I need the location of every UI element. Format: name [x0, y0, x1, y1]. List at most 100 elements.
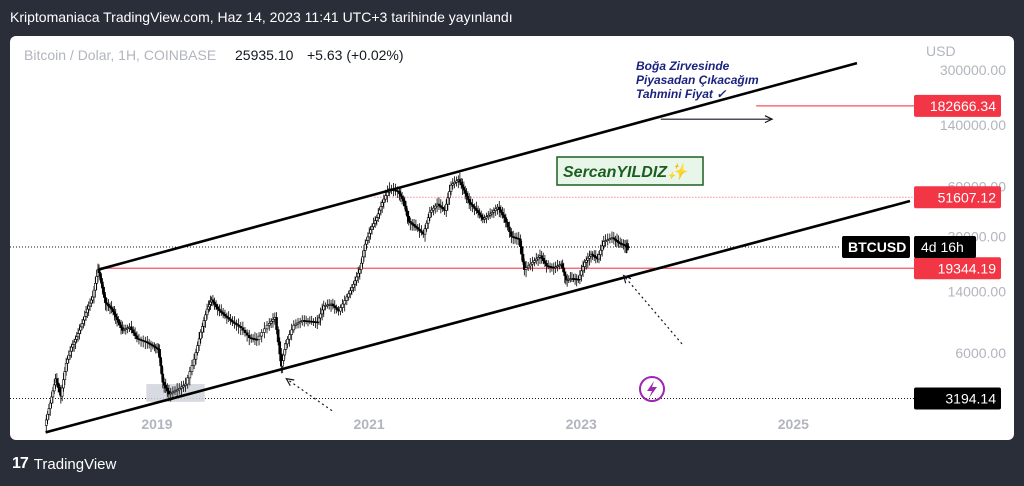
footer-brand[interactable]: 17 TradingView — [12, 455, 116, 473]
candle-body — [536, 257, 540, 260]
candle-body — [398, 191, 401, 195]
candle-body — [414, 225, 418, 228]
candle-body — [278, 341, 282, 355]
candle-body — [502, 214, 506, 218]
candle-body — [194, 352, 198, 360]
candle-body — [615, 239, 619, 242]
lightning-icon[interactable] — [639, 376, 665, 402]
candle-body — [526, 265, 530, 269]
candle-body — [173, 390, 177, 393]
candle-body — [361, 256, 364, 264]
candle-body — [213, 301, 216, 305]
candle-body — [465, 192, 468, 197]
price-label: 3194.14 — [945, 391, 996, 407]
candle-body — [276, 329, 280, 343]
candle-body — [322, 305, 326, 311]
candle-body — [490, 211, 494, 215]
candle-body — [145, 341, 149, 344]
candle-body — [247, 334, 251, 339]
candle-body — [423, 228, 427, 235]
target-arrow-head — [764, 115, 774, 124]
candle-body — [55, 378, 59, 384]
candle-body — [235, 323, 238, 326]
author-watermark: SercanYILDIZ✨ — [556, 156, 704, 186]
candle-body — [124, 328, 128, 330]
publish-header: Kriptomaniaca TradingView.com, Haz 14, 2… — [10, 9, 513, 25]
candle-body — [355, 276, 358, 281]
candle-body — [627, 246, 630, 248]
candle-body — [122, 329, 126, 331]
candle-body — [237, 324, 240, 327]
candle-body — [218, 308, 221, 312]
candle-body — [115, 316, 119, 320]
candle-body — [74, 339, 77, 343]
candle-body — [298, 321, 302, 324]
y-tick-label: 140000.00 — [940, 117, 1006, 133]
candle-body — [608, 238, 612, 240]
candle-body — [111, 308, 115, 313]
candle-body — [86, 308, 89, 314]
candle-body — [350, 287, 354, 291]
target-note: Boğa Zirvesinde Piyasadan Çıkacağım Tahm… — [636, 59, 759, 101]
candle-body — [420, 230, 423, 233]
candle-body — [335, 307, 338, 310]
candle-body — [469, 202, 473, 205]
candle-body — [75, 336, 79, 340]
candle-body — [296, 322, 300, 325]
candle-body — [286, 338, 289, 345]
candle-body — [356, 272, 360, 278]
candle-body — [265, 324, 269, 330]
symbol-price: 25935.10 — [235, 47, 294, 63]
candle-body — [255, 338, 259, 341]
candle-body — [519, 238, 522, 247]
candle-body — [558, 264, 561, 267]
candle-body — [225, 315, 229, 318]
candle-body — [231, 320, 234, 323]
candle-body — [204, 314, 207, 321]
candle-body — [425, 222, 428, 229]
candle-body — [56, 382, 60, 388]
candle-body — [412, 224, 416, 227]
candle-body — [263, 328, 266, 333]
candle-body — [223, 313, 227, 317]
candle-body — [406, 210, 409, 217]
candle-body — [367, 232, 371, 238]
candle-body — [399, 193, 403, 197]
candle-body — [186, 377, 190, 385]
candle-body — [446, 197, 450, 205]
candle-body — [71, 344, 75, 348]
y-tick-label: 14000.00 — [948, 284, 1007, 300]
candle-body — [612, 237, 616, 240]
candle-body — [478, 212, 481, 216]
candle-body — [479, 214, 483, 218]
candle-body — [382, 198, 386, 203]
candle-body — [227, 317, 230, 320]
candle-body — [68, 350, 72, 356]
candle-body — [343, 300, 346, 305]
candle-body — [492, 210, 496, 213]
candle-body — [199, 331, 203, 340]
candle-body — [459, 181, 463, 186]
candle-body — [175, 389, 179, 392]
candle-body — [51, 390, 55, 398]
candle-body — [529, 263, 532, 267]
candle-body — [107, 304, 110, 307]
candle-body — [543, 260, 547, 264]
candle-body — [379, 205, 383, 211]
price-chart[interactable]: Bitcoin / Dolar, 1H, COINBASE 25935.10 +… — [10, 36, 1014, 440]
x-tick-label: 2023 — [566, 416, 597, 432]
candle-body — [409, 221, 412, 224]
candle-body — [84, 312, 88, 317]
candle-body — [404, 205, 408, 212]
candle-body — [260, 332, 264, 337]
chart-panel[interactable]: Bitcoin / Dolar, 1H, COINBASE 25935.10 +… — [10, 36, 1014, 440]
candle-body — [439, 205, 443, 208]
candle-body — [345, 296, 349, 301]
candle-body — [105, 302, 109, 305]
candle-body — [177, 388, 181, 391]
candle-body — [48, 402, 52, 409]
candle-body — [67, 354, 71, 360]
candle-body — [60, 387, 64, 397]
candle-body — [581, 266, 585, 272]
candle-body — [588, 255, 591, 259]
